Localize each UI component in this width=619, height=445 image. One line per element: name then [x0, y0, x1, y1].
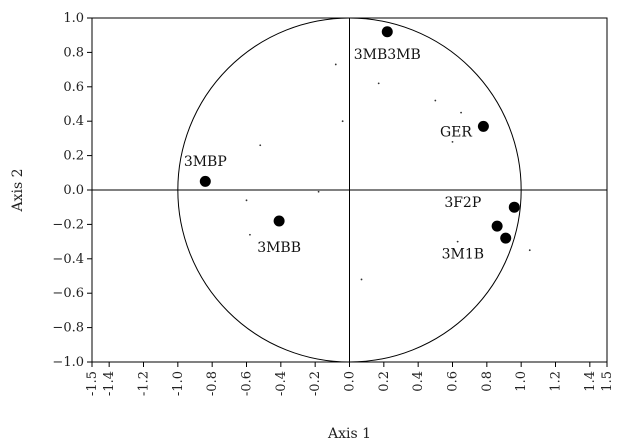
x-tick-label: -0.2 [308, 371, 323, 396]
data-point [199, 175, 211, 187]
minor-dot [451, 140, 454, 143]
minor-dot [377, 82, 380, 85]
minor-dot [528, 249, 531, 252]
minor-dot [245, 199, 248, 202]
point-label: 3F2P [444, 195, 481, 211]
x-tick-label: 1.2 [549, 371, 564, 392]
minor-dot [259, 144, 262, 147]
point-label: 3M1B [442, 247, 484, 263]
points-layer [199, 26, 520, 244]
point-label: 3MB3MB [354, 47, 421, 63]
point-label: 3MBP [184, 154, 227, 170]
minor-dots-layer [245, 63, 531, 281]
y-tick-label: 0.4 [63, 114, 84, 129]
minor-dot [434, 99, 437, 102]
point-labels-layer: 3MB3MB GER 3MBP 3MBB 3F2P 3M1B [184, 47, 484, 263]
x-tick-label: -0.8 [205, 371, 220, 396]
x-tick-label: 1.5 [600, 371, 615, 392]
origin-axes-layer [92, 18, 607, 362]
minor-dot [249, 233, 251, 236]
y-tick-label: 0.6 [63, 80, 84, 95]
y-tick-label: −1.0 [52, 355, 84, 370]
y-tick-label: −0.4 [52, 252, 84, 267]
y-tick-label: −0.6 [52, 286, 84, 301]
x-tick-label: -0.6 [240, 371, 255, 396]
y-tick-label: −0.2 [52, 217, 84, 232]
x-tick-label: -0.4 [274, 371, 289, 396]
data-point [477, 120, 489, 132]
x-tick-label: 0.0 [343, 371, 358, 392]
data-point [381, 26, 393, 38]
minor-dot [317, 190, 320, 193]
y-tick-label: 0.2 [63, 149, 84, 164]
x-axis-title: Axis 1 [327, 426, 371, 442]
y-tick-label: 1.0 [63, 11, 84, 26]
x-tick-label: -1.2 [137, 371, 152, 396]
minor-dot [360, 278, 363, 281]
point-label: GER [440, 125, 472, 141]
data-point [273, 215, 285, 227]
data-point [491, 220, 503, 232]
x-tick-label: 1.0 [514, 371, 529, 392]
x-tick-label: 0.6 [446, 371, 461, 392]
data-point [500, 232, 512, 244]
minor-dot [341, 120, 344, 123]
minor-dot [460, 111, 462, 114]
x-tick-label: 1.4 [583, 371, 598, 392]
x-tick-label: 0.8 [480, 371, 495, 392]
y-tick-label: −0.8 [52, 321, 84, 336]
x-tick-label: 0.2 [377, 371, 392, 392]
y-tick-label: 0.0 [63, 183, 84, 198]
x-tick-label: -1.5 [85, 371, 100, 396]
x-tick-label: 0.4 [411, 371, 426, 392]
minor-dot [456, 240, 459, 243]
ticks-layer: 1.00.80.60.40.20.0−0.2−0.4−0.6−0.8−1.0-1… [52, 11, 615, 396]
y-axis-title: Axis 2 [10, 168, 26, 212]
x-tick-label: -1.4 [102, 371, 117, 396]
minor-dot [334, 63, 337, 66]
data-point [508, 201, 520, 213]
x-tick-label: -1.0 [171, 371, 186, 396]
y-tick-label: 0.8 [63, 45, 84, 60]
point-label: 3MBB [257, 240, 301, 256]
